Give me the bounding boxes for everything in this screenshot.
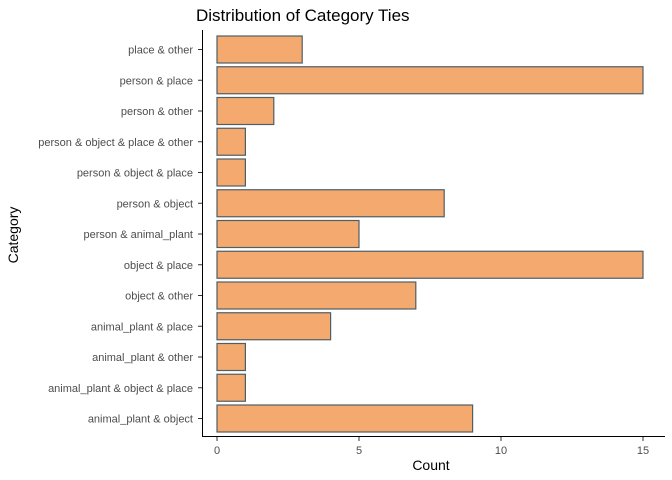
bar <box>216 127 246 156</box>
y-tick-label: animal_plant & object <box>88 414 193 426</box>
y-ticks-group: place & other person & place person & othe… <box>38 45 202 426</box>
y-tick-label: person & object & place <box>77 168 193 180</box>
x-ticks-group: 0 5 10 15 <box>214 437 649 457</box>
bar <box>216 35 303 64</box>
y-tick-label: animal_plant & other <box>92 352 193 364</box>
bar <box>216 189 445 218</box>
y-tick-label: object & place <box>124 260 193 272</box>
bar <box>216 96 275 126</box>
x-axis-title: Count <box>412 457 449 473</box>
y-tick-label: animal_plant & object & place <box>48 383 193 395</box>
x-tick-label: 10 <box>495 445 507 457</box>
bars-group <box>216 35 644 433</box>
bar <box>216 219 360 249</box>
y-tick-label: person & animal_plant <box>84 229 193 241</box>
bar <box>216 373 246 402</box>
y-tick-label: animal_plant & place <box>91 321 193 333</box>
bar <box>216 342 246 372</box>
bar <box>216 250 644 279</box>
y-tick-label: person & object <box>117 198 193 210</box>
chart-title: Distribution of Category Ties <box>196 6 410 25</box>
x-tick-label: 5 <box>356 445 362 457</box>
y-tick-label: person & other <box>121 106 193 118</box>
x-tick-label: 15 <box>637 445 649 457</box>
y-axis-title: Category <box>5 207 21 264</box>
bar <box>216 404 474 433</box>
y-tick-label: place & other <box>128 45 193 57</box>
bar <box>216 312 332 341</box>
x-tick-label: 0 <box>214 445 220 457</box>
bar <box>216 158 246 187</box>
bar <box>216 281 417 310</box>
y-tick-label: person & object & place & other <box>38 137 193 149</box>
y-tick-label: object & other <box>125 291 193 303</box>
bar <box>216 66 644 95</box>
y-tick-label: person & place <box>120 75 193 87</box>
